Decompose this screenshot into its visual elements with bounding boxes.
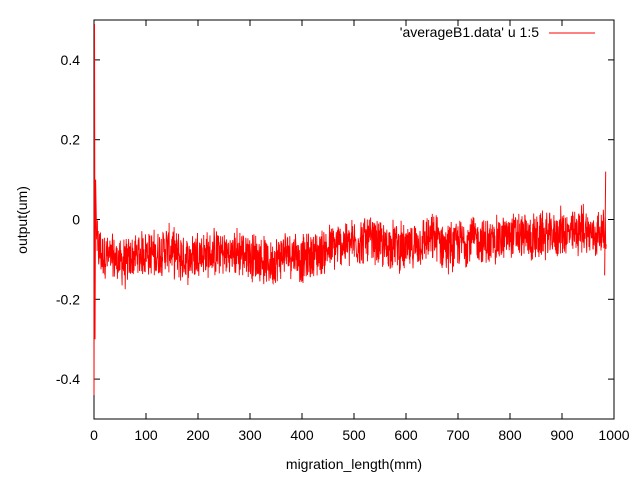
y-tick-label: 0 <box>72 212 80 228</box>
axis-ticks <box>93 20 615 419</box>
series-line-start-spike <box>93 23 98 396</box>
y-tick-label: -0.2 <box>56 291 80 307</box>
x-tick-label: 700 <box>446 427 470 443</box>
series-line-end-spike <box>604 171 607 276</box>
x-tick-label: 500 <box>342 427 366 443</box>
axis-tick-labels: 0 100 200 300 400 500 600 700 800 900 1000 -0.4 -0.2… <box>56 52 630 443</box>
y-tick-label: 0.4 <box>61 52 81 68</box>
x-tick-label: 1000 <box>598 427 629 443</box>
legend-label: 'averageB1.data' u 1:5 <box>400 24 539 40</box>
x-tick-label: 400 <box>290 427 314 443</box>
legend: 'averageB1.data' u 1:5 <box>400 24 595 40</box>
y-tick-label: -0.4 <box>56 371 80 387</box>
x-tick-label: 0 <box>90 427 98 443</box>
x-tick-label: 300 <box>238 427 262 443</box>
x-tick-label: 200 <box>186 427 210 443</box>
series-group <box>93 23 607 396</box>
x-tick-label: 100 <box>134 427 158 443</box>
y-axis-label: output(um) <box>14 186 30 254</box>
x-tick-label: 600 <box>394 427 418 443</box>
x-axis-label: migration_length(mm) <box>286 456 422 472</box>
series-line-noise <box>96 203 607 290</box>
x-tick-label: 800 <box>498 427 522 443</box>
x-tick-label: 900 <box>550 427 574 443</box>
y-tick-label: 0.2 <box>61 132 81 148</box>
